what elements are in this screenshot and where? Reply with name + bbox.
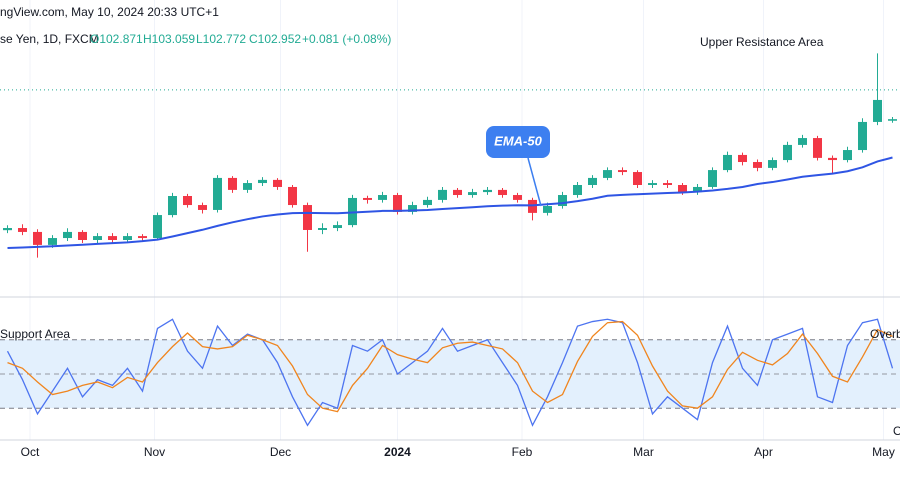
oversold-annotation: O	[893, 424, 900, 438]
candle-body	[438, 189, 447, 200]
overbought-annotation: Overb	[870, 327, 900, 341]
candle-body	[183, 196, 192, 206]
candle-body	[483, 189, 492, 193]
candle-body	[318, 228, 327, 230]
candle-body	[813, 138, 822, 158]
candle-body	[858, 121, 867, 151]
candle-body	[588, 177, 597, 185]
candle-body	[513, 195, 522, 200]
candle-body	[468, 192, 477, 196]
x-tick-label: 2024	[384, 445, 411, 459]
candle-body	[678, 185, 687, 193]
high-value: H103.059	[143, 32, 195, 46]
source-line: ngView.com, May 10, 2024 20:33 UTC+1	[0, 5, 219, 19]
callout-box	[486, 126, 550, 158]
candle-body	[873, 99, 882, 122]
candle-body	[108, 236, 117, 240]
ema-line	[7, 156, 893, 250]
candle-body	[123, 236, 132, 240]
callout-text: EMA-50	[494, 133, 542, 148]
x-tick-label: Oct	[21, 445, 40, 459]
candle-body	[633, 172, 642, 185]
ema-callout: EMA-50	[486, 126, 550, 207]
candle-body	[363, 197, 372, 200]
x-tick-label: Nov	[144, 445, 165, 459]
candle-body	[723, 154, 732, 171]
candle-body	[768, 160, 777, 168]
change-value: +0.081 (+0.08%)	[302, 32, 391, 46]
candle-body	[63, 231, 72, 239]
candle-body	[828, 157, 837, 161]
candle-body	[273, 179, 282, 187]
candle-body	[18, 228, 27, 232]
candle-body	[843, 150, 852, 161]
price-pane	[0, 53, 900, 258]
resistance-annotation: Upper Resistance Area	[700, 35, 824, 49]
symbol: se Yen, 1D, FXCM	[0, 32, 99, 46]
x-tick-label: Dec	[270, 445, 291, 459]
candle-body	[78, 231, 87, 240]
candle-body	[888, 119, 897, 121]
open-value: O102.871	[90, 32, 143, 46]
candle-body	[498, 189, 507, 196]
x-tick-label: Mar	[633, 445, 654, 459]
candle-body	[378, 195, 387, 200]
candle-body	[153, 215, 162, 239]
support-annotation: Support Area	[0, 327, 70, 341]
candle-body	[783, 144, 792, 161]
candle-body	[33, 231, 42, 245]
candle-body	[168, 196, 177, 216]
candle-body	[303, 205, 312, 230]
oscillator-pane	[0, 318, 900, 427]
candle-body	[423, 199, 432, 206]
x-tick-label: Apr	[754, 445, 773, 459]
candle-body	[138, 236, 147, 239]
candle-body	[603, 170, 612, 178]
candle-body	[3, 228, 12, 231]
low-value: L102.772	[196, 32, 246, 46]
candle-body	[48, 238, 57, 245]
candle-body	[243, 183, 252, 190]
oscillator-line	[6, 318, 894, 427]
x-tick-label: May	[872, 445, 895, 459]
candle-body	[258, 179, 267, 184]
candle-body	[693, 186, 702, 193]
candle-body	[558, 195, 567, 207]
candle-body	[213, 177, 222, 210]
candle-body	[408, 205, 417, 212]
candle-body	[708, 170, 717, 187]
candle-body	[798, 138, 807, 145]
candle-body	[663, 183, 672, 185]
oscillator-line	[7, 320, 893, 413]
callout-arrow	[527, 157, 542, 207]
candle-body	[738, 154, 747, 163]
candle-body	[333, 225, 342, 229]
candle-body	[753, 162, 762, 168]
candle-body	[228, 177, 237, 190]
grid	[29, 0, 884, 440]
candle-body	[198, 205, 207, 210]
candle-body	[453, 189, 462, 196]
candle-body	[288, 186, 297, 206]
candle-body	[543, 206, 552, 213]
candle-body	[93, 236, 102, 240]
x-tick-label: Feb	[512, 445, 533, 459]
candle-body	[618, 170, 627, 173]
candle-body	[573, 185, 582, 196]
candle-body	[393, 195, 402, 212]
candle-body	[648, 183, 657, 185]
close-value: C102.952	[249, 32, 301, 46]
